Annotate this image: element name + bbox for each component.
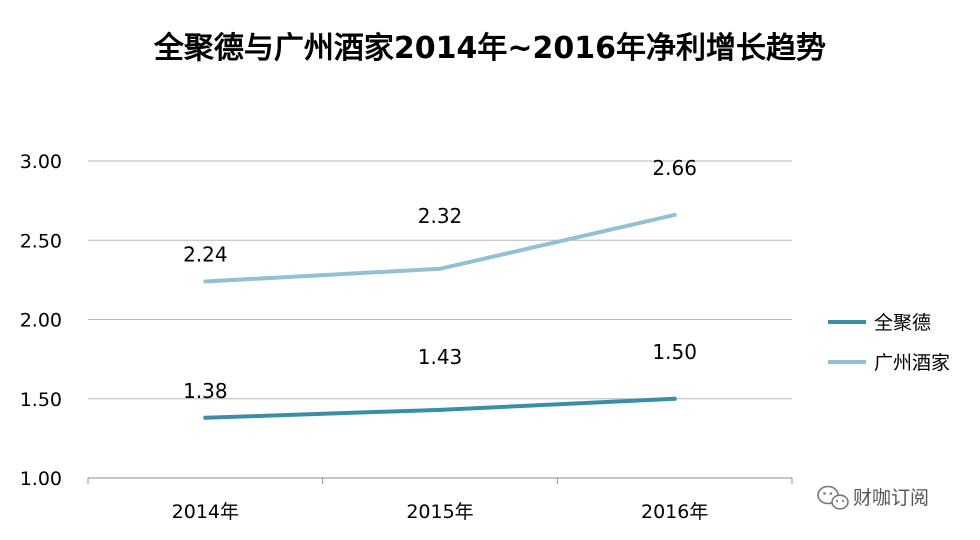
data-labels: 1.38 1.43 1.50 2.24 2.32 2.66: [183, 156, 697, 403]
legend-label: 全聚德: [874, 312, 931, 334]
data-label: 2.24: [183, 242, 228, 266]
watermark: 财咖订阅: [817, 485, 929, 510]
x-tick-label: 2016年: [641, 501, 708, 523]
y-tick-label: 1.50: [20, 389, 62, 411]
data-point: [203, 415, 208, 420]
wechat-icon: [817, 485, 849, 510]
data-label: 1.38: [183, 379, 228, 403]
data-point: [438, 266, 442, 271]
watermark-text: 财咖订阅: [853, 487, 929, 509]
data-label: 1.50: [652, 340, 697, 364]
data-label: 1.43: [418, 345, 463, 369]
y-axis-ticks: 1.00 1.50 2.00 2.50 3.00: [20, 151, 62, 490]
data-point: [438, 407, 442, 412]
y-tick-label: 2.50: [20, 230, 62, 252]
data-point: [672, 212, 677, 217]
y-tick-label: 3.00: [20, 151, 62, 173]
y-tick-label: 1.00: [20, 468, 62, 490]
data-point: [672, 396, 677, 401]
x-axis: 2014年 2015年 2016年: [87, 477, 793, 523]
y-tick-label: 2.00: [20, 310, 62, 332]
chart-title: 全聚德与广州酒家2014年~2016年净利增长趋势: [153, 31, 826, 66]
x-tick-label: 2014年: [172, 501, 239, 523]
data-point: [203, 279, 208, 284]
legend-label: 广州酒家: [874, 352, 950, 374]
x-tick-label: 2015年: [406, 501, 473, 523]
data-label: 2.66: [652, 156, 697, 180]
series-lines: [203, 212, 677, 420]
data-label: 2.32: [418, 204, 463, 228]
